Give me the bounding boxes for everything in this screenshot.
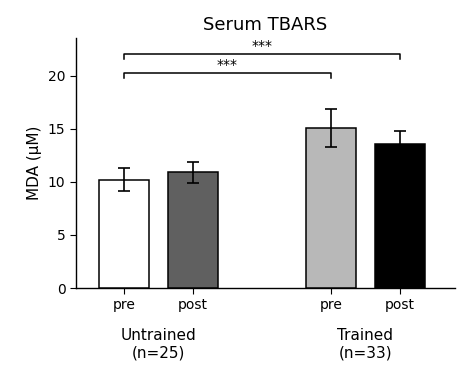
Bar — [306, 127, 356, 288]
Bar — [99, 180, 149, 288]
Title: Serum TBARS: Serum TBARS — [203, 16, 328, 34]
Text: ***: *** — [252, 39, 273, 53]
Bar — [168, 172, 218, 288]
Y-axis label: MDA (μM): MDA (μM) — [27, 126, 42, 200]
Text: Untrained
(n=25): Untrained (n=25) — [121, 328, 196, 361]
Bar — [375, 144, 425, 288]
Text: Trained
(n=33): Trained (n=33) — [337, 328, 393, 361]
Text: ***: *** — [217, 58, 238, 72]
